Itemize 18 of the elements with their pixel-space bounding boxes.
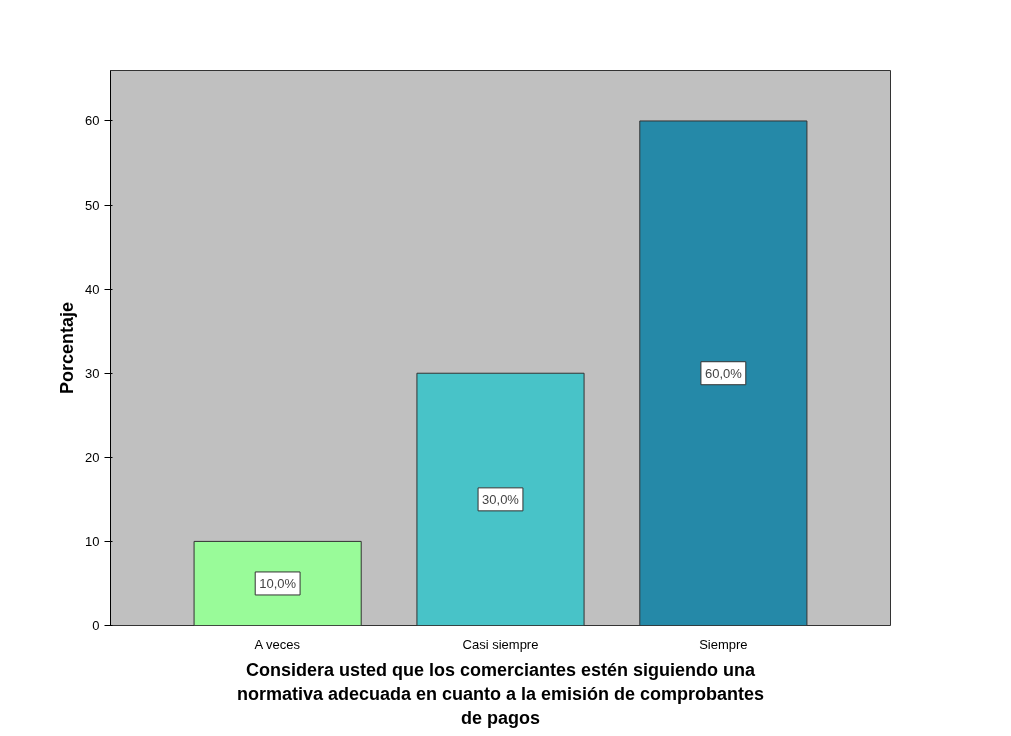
bar xyxy=(416,372,585,626)
bar xyxy=(193,540,362,626)
bar xyxy=(639,120,808,626)
x-axis-title: Considera usted que los comerciantes estén siguiendo una normativa adecuada en cuanto a la emisión de comprobantes de pagos xyxy=(236,659,765,728)
y-tick-label: 60 xyxy=(85,113,100,129)
y-tick-label: 0 xyxy=(92,618,100,633)
x-tick-label: A veces xyxy=(254,636,301,652)
x-tick-label: Casi siempre xyxy=(462,636,539,652)
data-label: 60,0% xyxy=(704,365,743,381)
y-axis-title: Porcentaje xyxy=(57,301,78,395)
y-tick-label: 50 xyxy=(85,197,100,213)
y-tick-label: 30 xyxy=(85,365,100,381)
y-tick-label: 20 xyxy=(85,449,100,465)
data-label: 10,0% xyxy=(259,575,297,591)
x-tick-label: Siempre xyxy=(699,636,748,652)
y-tick-label: 10 xyxy=(85,533,100,549)
data-label: 30,0% xyxy=(482,491,520,507)
y-tick-label: 40 xyxy=(85,281,100,297)
